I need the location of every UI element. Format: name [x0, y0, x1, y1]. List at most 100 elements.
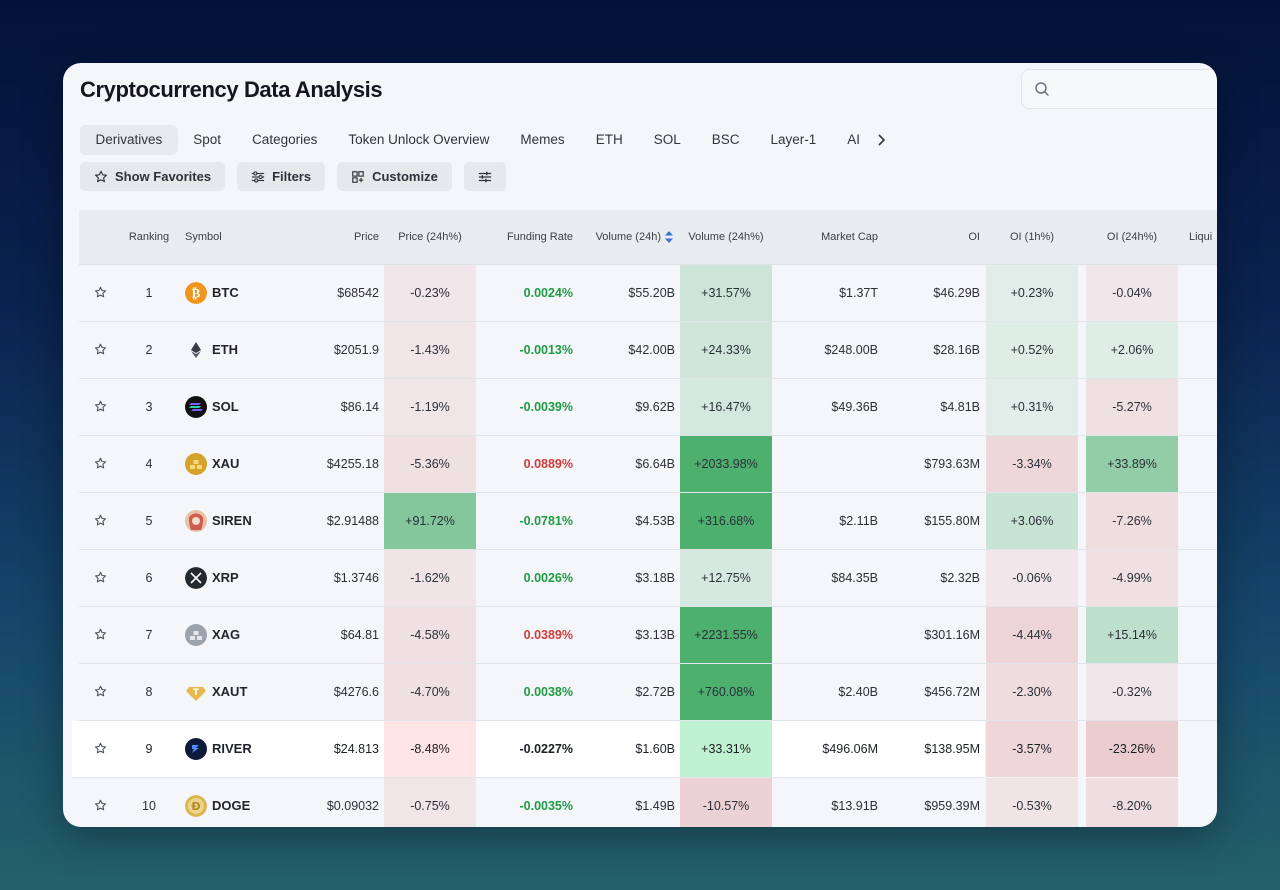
oi-24h-heat — [1086, 778, 1178, 827]
volume-24h-cell: +16.47% — [701, 400, 751, 414]
price-24h-heat — [384, 436, 476, 492]
col-funding-rate[interactable]: Funding Rate — [506, 231, 573, 243]
sort-icon[interactable] — [665, 231, 673, 243]
table-row[interactable]: 2 ETH $2051.9 -1.43% -0.0013% $42.00B +24.33% $… — [79, 322, 1217, 379]
table-row[interactable]: 7 XAG $64.81 -4.58% 0.0389% $3.13B +2231.55% $3… — [79, 607, 1217, 664]
table-row[interactable]: 4 XAU $4255.18 -5.36% 0.0889% $6.64B +2033.98%… — [79, 436, 1217, 493]
tab-bsc[interactable]: BSC — [711, 132, 740, 147]
search-input[interactable] — [1021, 69, 1217, 109]
settings-sliders-button[interactable] — [463, 162, 506, 191]
funding-rate-cell: 0.0038% — [523, 685, 573, 699]
favorite-star-icon[interactable] — [94, 799, 107, 812]
volume-cell: $1.60B — [635, 742, 675, 756]
oi-1h-heat — [986, 721, 1078, 777]
gold-icon — [185, 453, 207, 475]
oi-24h-heat — [1086, 379, 1178, 435]
price-cell: $4276.6 — [333, 685, 379, 699]
volume-cell: $3.13B — [635, 628, 675, 642]
symbol-cell[interactable]: XAG — [212, 627, 241, 642]
oi-24h-heat — [1086, 607, 1178, 663]
col-volume-24h[interactable]: Volume (24h%) — [688, 231, 764, 243]
tab-spot[interactable]: Spot — [193, 132, 222, 147]
col-oi-1h[interactable]: OI (1h%) — [1009, 231, 1054, 243]
oi-1h-cell: -0.06% — [1012, 571, 1052, 585]
col-oi-24h[interactable]: OI (24h%) — [1106, 231, 1158, 243]
tab-sol[interactable]: SOL — [653, 132, 681, 147]
oi-24h-heat — [1086, 265, 1178, 321]
oi-cell: $959.39M — [924, 799, 980, 813]
tab-layer-1[interactable]: Layer-1 — [770, 132, 817, 147]
chevron-right-icon — [877, 134, 885, 146]
col-ranking[interactable]: Ranking — [128, 231, 170, 243]
table-row[interactable]: 10 Ð DOGE $0.09032 -0.75% -0.0035% $1.49B -10.5… — [79, 778, 1217, 827]
price-24h-cell: -0.75% — [410, 799, 450, 813]
volume-24h-heat — [680, 664, 772, 720]
tab-categories[interactable]: Categories — [252, 132, 318, 147]
main-panel: Cryptocurrency Data Analysis Derivatives… — [63, 63, 1217, 827]
col-volume[interactable]: Volume (24h) — [595, 231, 661, 243]
price-cell: $2051.9 — [333, 343, 379, 357]
price-24h-cell: -1.62% — [410, 571, 450, 585]
symbol-cell[interactable]: XAUT — [212, 684, 248, 699]
favorite-star-icon[interactable] — [94, 514, 107, 527]
oi-24h-heat — [1086, 550, 1178, 606]
col-price[interactable]: Price — [353, 231, 379, 243]
col-oi[interactable]: OI — [968, 231, 980, 243]
symbol-cell[interactable]: BTC — [212, 285, 239, 300]
table-row[interactable]: 1 ₿ BTC $68542 -0.23% 0.0024% $55.20B +31.57% $1… — [79, 265, 1217, 322]
symbol-cell[interactable]: ETH — [212, 342, 238, 357]
tab-eth[interactable]: ETH — [595, 132, 623, 147]
table-row[interactable]: 8 T XAUT $4276.6 -4.70% 0.0038% $2.72B +760.08%… — [79, 664, 1217, 721]
table-row[interactable]: 9 RIVER $24.813 -8.48% -0.0227% $1.60B +33.31%… — [72, 721, 1178, 778]
price-24h-heat — [384, 493, 476, 549]
oi-cell: $4.81B — [940, 400, 980, 414]
symbol-cell[interactable]: RIVER — [212, 741, 252, 756]
symbol-cell[interactable]: SOL — [212, 399, 239, 414]
dogecoin-icon: Ð — [185, 795, 207, 817]
oi-24h-heat — [1086, 493, 1178, 549]
rank-cell: 2 — [145, 343, 153, 357]
col-market-cap[interactable]: Market Cap — [821, 231, 878, 243]
col-symbol[interactable]: Symbol — [185, 231, 222, 243]
oi-1h-cell: +0.31% — [1010, 400, 1054, 414]
favorite-star-icon[interactable] — [94, 343, 107, 356]
volume-24h-heat — [680, 550, 772, 606]
symbol-cell[interactable]: DOGE — [212, 798, 251, 813]
tab-memes[interactable]: Memes — [520, 132, 565, 147]
tab-ai[interactable]: AI — [847, 132, 861, 147]
tab-derivatives[interactable]: Derivatives — [80, 125, 178, 155]
oi-1h-heat — [986, 493, 1078, 549]
volume-24h-heat — [680, 265, 772, 321]
star-icon — [95, 170, 107, 182]
oi-24h-cell: +2.06% — [1110, 343, 1154, 357]
favorite-star-icon[interactable] — [94, 685, 107, 698]
oi-cell: $301.16M — [924, 628, 980, 642]
search-icon — [1035, 82, 1049, 96]
favorite-star-icon[interactable] — [94, 457, 107, 470]
oi-1h-heat — [986, 322, 1078, 378]
col-liquidations[interactable]: Liqui — [1189, 231, 1213, 243]
favorite-star-icon[interactable] — [94, 742, 107, 755]
favorite-star-icon[interactable] — [94, 628, 107, 641]
show-favorites-button[interactable]: Show Favorites — [80, 162, 226, 191]
price-cell: $64.81 — [340, 628, 379, 642]
oi-1h-heat — [986, 664, 1078, 720]
table-row[interactable]: 3 SOL $86.14 -1.19% -0.0039% $9.62B +16.47% $49… — [79, 379, 1217, 436]
favorite-star-icon[interactable] — [94, 400, 107, 413]
table-row[interactable]: 6 XRP $1.3746 -1.62% 0.0026% $3.18B +12.75% $84… — [79, 550, 1217, 607]
tabs-scroll-right-button[interactable] — [872, 125, 890, 155]
favorite-star-icon[interactable] — [94, 286, 107, 299]
market-cap-cell: $1.37T — [839, 286, 878, 300]
col-price-24h[interactable]: Price (24h%) — [398, 231, 462, 243]
symbol-cell[interactable]: XAU — [212, 456, 240, 471]
rank-cell: 3 — [145, 400, 153, 414]
oi-cell: $793.63M — [924, 457, 980, 471]
filters-button[interactable]: Filters — [237, 162, 326, 191]
volume-24h-heat — [680, 778, 772, 827]
symbol-cell[interactable]: SIREN — [212, 513, 252, 528]
customize-button[interactable]: Customize — [337, 162, 452, 191]
tab-token-unlock-overview[interactable]: Token Unlock Overview — [348, 132, 490, 147]
table-row[interactable]: 5 SIREN $2.91488 +91.72% -0.0781% $4.53B +316.… — [79, 493, 1217, 550]
symbol-cell[interactable]: XRP — [212, 570, 239, 585]
favorite-star-icon[interactable] — [94, 571, 107, 584]
